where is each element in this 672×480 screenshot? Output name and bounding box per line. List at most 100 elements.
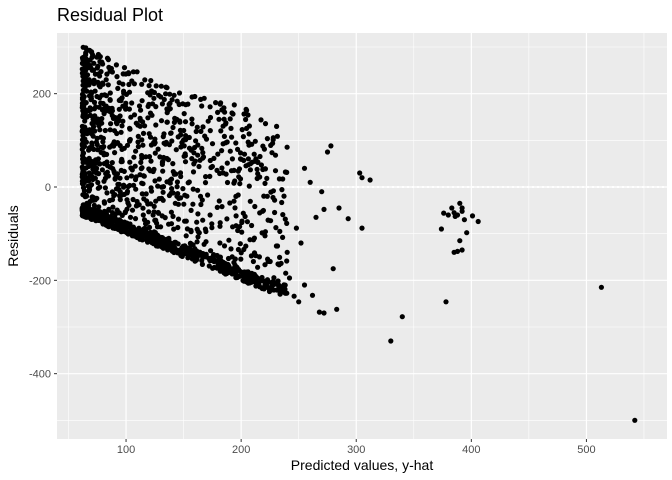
data-point	[209, 225, 215, 231]
data-point	[184, 193, 190, 199]
data-point	[158, 118, 165, 124]
data-point	[163, 236, 169, 242]
data-point	[170, 190, 176, 196]
data-point	[191, 161, 197, 167]
data-point	[115, 85, 121, 91]
y-axis-title: Residuals	[5, 205, 21, 266]
data-point	[136, 103, 143, 109]
data-point	[270, 194, 276, 201]
data-point	[186, 245, 193, 251]
data-point	[143, 154, 149, 160]
data-point	[175, 191, 181, 197]
data-point	[83, 50, 89, 56]
data-point	[94, 217, 100, 223]
data-point	[230, 224, 236, 230]
data-point	[115, 181, 121, 187]
data-point	[282, 169, 288, 175]
data-point	[221, 133, 227, 139]
data-point	[208, 248, 214, 254]
data-point	[142, 123, 148, 129]
data-point	[178, 253, 184, 259]
data-point	[98, 100, 104, 106]
data-point	[175, 216, 182, 222]
data-point	[239, 127, 245, 133]
data-point	[99, 120, 105, 126]
data-point	[319, 189, 325, 195]
data-point	[459, 205, 465, 211]
data-point	[166, 241, 172, 247]
data-point	[241, 246, 247, 253]
data-point	[133, 120, 139, 126]
data-point	[119, 123, 125, 129]
x-tick-label: 500	[577, 444, 595, 456]
data-point	[122, 219, 128, 225]
data-point	[202, 180, 209, 186]
data-point	[164, 179, 170, 185]
data-point	[227, 148, 233, 154]
data-point	[199, 145, 205, 151]
data-point	[126, 106, 132, 112]
data-point	[87, 57, 93, 63]
data-point	[170, 161, 176, 167]
data-point	[221, 267, 227, 273]
data-point	[137, 123, 143, 129]
data-point	[239, 219, 245, 226]
data-point	[146, 83, 152, 89]
data-point	[293, 225, 299, 231]
data-point	[203, 239, 209, 245]
data-point	[198, 128, 204, 134]
data-point	[268, 142, 274, 148]
data-point	[199, 261, 205, 267]
data-point	[110, 204, 116, 210]
x-tick-label: 300	[347, 444, 365, 456]
data-point	[112, 175, 118, 181]
data-point	[137, 172, 143, 178]
data-point	[249, 222, 255, 229]
data-point	[91, 124, 97, 130]
data-point	[253, 253, 259, 259]
data-point	[265, 217, 271, 223]
data-point	[139, 165, 145, 171]
data-point	[224, 160, 230, 166]
data-point	[216, 198, 222, 204]
data-point	[140, 230, 146, 236]
data-point	[226, 237, 232, 243]
data-point	[185, 101, 191, 107]
data-point	[273, 225, 279, 231]
data-point	[174, 184, 180, 190]
data-point	[95, 185, 101, 191]
data-point	[159, 244, 165, 250]
data-point	[124, 197, 130, 203]
data-point	[84, 114, 90, 120]
data-point	[157, 154, 163, 160]
data-point	[183, 233, 189, 239]
data-point	[284, 258, 290, 264]
data-point	[168, 130, 174, 136]
data-point	[457, 200, 463, 206]
data-point	[223, 171, 229, 177]
data-point	[367, 177, 373, 183]
data-point	[112, 224, 118, 230]
data-point	[301, 282, 308, 288]
data-point	[123, 106, 129, 112]
data-point	[269, 150, 275, 156]
data-point	[86, 170, 92, 176]
data-point	[132, 176, 139, 183]
data-point	[195, 142, 201, 148]
data-point	[87, 211, 93, 217]
data-point	[121, 182, 127, 188]
data-point	[84, 88, 90, 94]
data-point	[91, 60, 97, 66]
data-point	[178, 173, 184, 180]
data-point	[296, 299, 302, 305]
data-point	[245, 156, 251, 162]
data-point	[277, 228, 283, 234]
data-point	[80, 205, 86, 211]
data-point	[207, 128, 213, 134]
data-point	[195, 211, 201, 217]
data-point	[117, 96, 124, 102]
data-point	[82, 156, 88, 162]
data-point	[104, 107, 110, 113]
data-point	[163, 91, 169, 97]
data-point	[111, 128, 118, 134]
